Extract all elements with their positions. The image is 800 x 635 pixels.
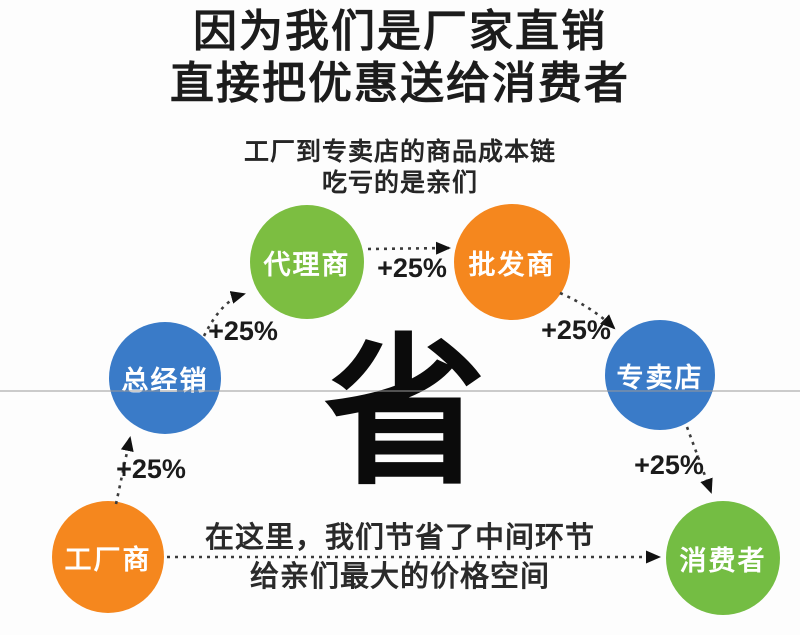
node-specialty-store-label: 专卖店: [616, 362, 704, 393]
node-factory-label: 工厂商: [64, 544, 152, 575]
node-consumer-label: 消费者: [679, 545, 767, 576]
subtitle: 工厂到专卖店的商品成本链 吃亏的是亲们: [0, 137, 800, 199]
markup-wholesaler-store: +25%: [541, 315, 611, 345]
subtitle-line2: 吃亏的是亲们: [321, 169, 478, 197]
bottom-text-line2: 给亲们最大的价格空间: [249, 561, 550, 593]
main-title-line1: 因为我们是厂家直销: [193, 7, 607, 56]
node-wholesaler-label: 批发商: [468, 249, 556, 280]
markup-factory-distributor: +25%: [116, 454, 186, 484]
main-title: 因为我们是厂家直销 直接把优惠送给消费者: [0, 6, 800, 110]
node-specialty-store: 专卖店: [605, 320, 715, 430]
node-consumer: 消费者: [666, 501, 780, 615]
node-general-distributor: 总经销: [109, 322, 221, 434]
arrow-agent-to-wholesaler: [367, 241, 451, 255]
main-title-line2: 直接把优惠送给消费者: [170, 59, 630, 108]
node-agent: 代理商: [250, 205, 364, 319]
bottom-text: 在这里，我们节省了中间环节 给亲们最大的价格空间: [0, 519, 800, 597]
node-wholesaler: 批发商: [454, 204, 570, 320]
node-general-distributor-label: 总经销: [121, 365, 209, 396]
node-agent-label: 代理商: [263, 249, 351, 280]
bottom-text-line1: 在这里，我们节省了中间环节: [204, 522, 595, 554]
markup-distributor-agent: +25%: [208, 316, 278, 346]
subtitle-line1: 工厂到专卖店的商品成本链: [243, 138, 556, 166]
node-factory: 工厂商: [52, 501, 164, 613]
markup-store-consumer: +25%: [634, 450, 704, 480]
save-character: 省: [324, 323, 486, 504]
markup-agent-wholesaler: +25%: [377, 253, 447, 283]
